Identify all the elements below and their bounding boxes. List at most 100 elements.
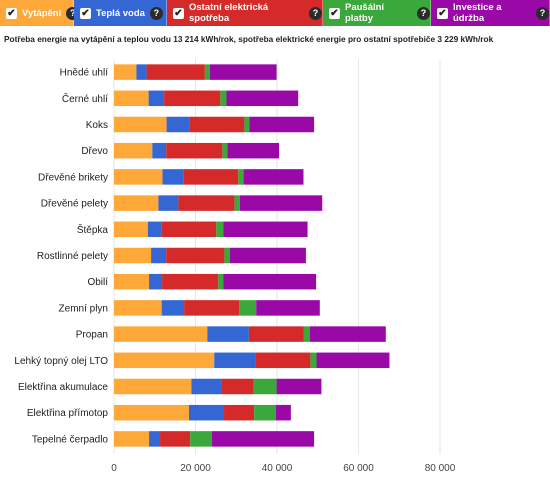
bar-segment (151, 247, 167, 264)
category-label: Dřevěné pelety (41, 199, 108, 210)
checkbox-icon[interactable]: ✔ (6, 7, 17, 19)
bar-segment (149, 273, 163, 290)
bar-segment (114, 273, 150, 290)
bar-segment (161, 221, 217, 238)
legend-item-pausalni-platby[interactable]: ✔ Paušální platby ? (323, 0, 431, 26)
category-label: Černé uhlí (62, 92, 108, 105)
checkbox-icon[interactable]: ✔ (80, 7, 91, 19)
x-tick-label: 0 (111, 463, 117, 474)
bar-segment (114, 142, 153, 159)
bar-segment (161, 300, 185, 316)
bar-segment (216, 221, 224, 238)
bar-segment (275, 404, 291, 421)
bar-segment (204, 64, 210, 80)
bar-segment (218, 273, 224, 290)
legend-label: Ostatní elektrická spotřeba (189, 2, 269, 24)
bar-segment (183, 169, 239, 185)
checkbox-icon[interactable]: ✔ (173, 7, 184, 19)
bar-segment (244, 116, 250, 133)
bar-segment (224, 404, 255, 421)
bar-segment (114, 90, 149, 107)
bar-segment (229, 247, 306, 264)
category-label: Zemní plyn (59, 303, 108, 314)
bar-segment (114, 247, 152, 264)
category-label: Elektřina akumulace (18, 382, 108, 393)
bar-segment (310, 352, 317, 369)
bar-segment (190, 431, 212, 447)
bar-segment (253, 378, 277, 395)
bar-segment (114, 378, 192, 395)
bar-segment (255, 352, 311, 369)
bar-segment (209, 64, 277, 80)
bar-segment (136, 64, 147, 80)
category-label: Lehký topný olej LTO (14, 356, 108, 367)
bar-segment (114, 64, 137, 80)
legend-item-ostatni-elektricka-spotreba[interactable]: ✔ Ostatní elektrická spotřeba ? (167, 0, 323, 26)
x-tick-label: 20 000 (180, 463, 211, 474)
checkbox-icon[interactable]: ✔ (329, 7, 340, 19)
category-label: Tepelné čerpadlo (32, 434, 109, 445)
bar-segment (239, 195, 323, 211)
help-icon[interactable]: ? (417, 6, 430, 20)
bar-segment (164, 90, 221, 107)
bar-segment (114, 404, 189, 421)
bar-segment (224, 247, 230, 264)
legend-label: Teplá voda (96, 7, 145, 19)
bar-segment (162, 273, 219, 290)
bar-segment (189, 116, 245, 133)
checkbox-icon[interactable]: ✔ (437, 7, 448, 19)
bar-segment (166, 116, 190, 133)
bar-segment (310, 326, 386, 342)
bar-segment (249, 116, 315, 133)
category-label: Elektřina přímotop (27, 408, 109, 419)
bar-segment (227, 142, 280, 159)
help-icon[interactable]: ? (309, 6, 322, 20)
bar-segment (222, 142, 228, 159)
category-label: Dřevěné brikety (38, 172, 108, 183)
x-tick-label: 60 000 (343, 463, 374, 474)
bar-segment (248, 326, 304, 342)
bar-segment (184, 300, 240, 316)
bar-segment (316, 352, 390, 369)
bar-segment (114, 195, 159, 211)
bar-segment (178, 195, 235, 211)
bar-segment (256, 300, 320, 316)
bar-segment (276, 378, 322, 395)
help-icon[interactable]: ? (149, 6, 163, 20)
bar-segment (166, 247, 225, 264)
bar-segment (226, 90, 299, 107)
bar-segment (162, 169, 184, 185)
bar-segment (158, 195, 179, 211)
bar-segment (191, 378, 222, 395)
category-label: Propan (76, 330, 108, 341)
bar-segment (114, 326, 208, 342)
bar-segment (303, 326, 311, 342)
bar-segment (152, 142, 167, 159)
bar-segment (188, 404, 225, 421)
bar-segment (114, 116, 167, 133)
category-label: Obilí (87, 277, 108, 288)
legend-item-tepla-voda[interactable]: ✔ Teplá voda ? (74, 0, 167, 26)
help-icon[interactable]: ? (536, 6, 549, 20)
category-label: Štěpka (77, 223, 109, 236)
category-label: Rostlinné pelety (37, 251, 108, 262)
category-label: Dřevo (81, 146, 108, 157)
bar-segment (221, 378, 254, 395)
bar-segment (114, 221, 148, 238)
bar-segment (114, 300, 162, 316)
legend-item-investice-a-udrzba[interactable]: ✔ Investice a údržba ? (431, 0, 550, 26)
category-label: Koks (86, 120, 108, 131)
category-label: Hnědé uhlí (60, 68, 109, 79)
bar-segment (214, 352, 256, 369)
legend: ✔ Vytápění ? ✔ Teplá voda ? ✔ Ostatní el… (0, 0, 550, 26)
bar-segment (243, 169, 304, 185)
legend-label: Paušální platby (345, 2, 385, 24)
legend-label: Investice a údržba (453, 2, 502, 24)
bar-segment (147, 221, 162, 238)
bar-segment (149, 431, 161, 447)
bar-segment (160, 431, 191, 447)
bar-segment (239, 300, 257, 316)
legend-label: Vytápění (22, 7, 62, 19)
bar-segment (114, 431, 150, 447)
